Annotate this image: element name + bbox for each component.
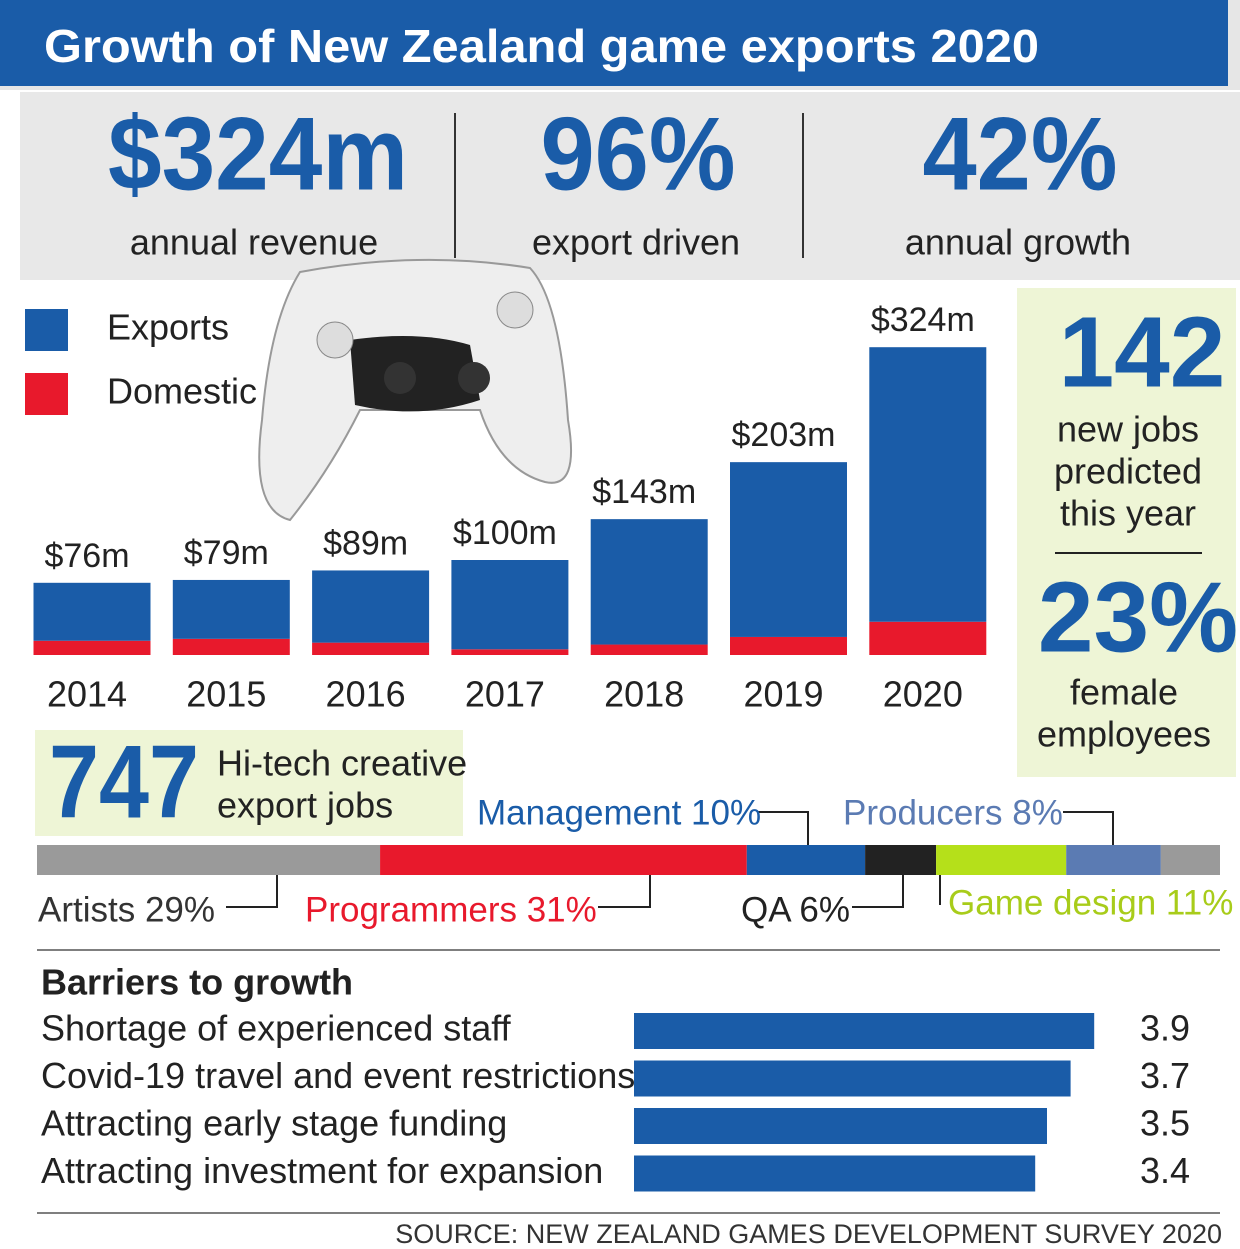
share-label: Producers 8%	[843, 793, 1063, 832]
share-label: QA 6%	[741, 890, 850, 929]
buttons	[496, 291, 534, 329]
share-segment	[746, 845, 866, 875]
bar-segment	[33, 640, 151, 655]
chart-title: Barriers to growth	[41, 962, 353, 1003]
bar-segment	[451, 560, 569, 650]
source: SOURCE: NEW ZEALAND GAMES DEVELOPMENT SU…	[395, 1219, 1222, 1249]
value-label: 3.7	[1140, 1055, 1190, 1096]
jobs-value: 747	[49, 724, 199, 840]
x-tick-label: 2015	[186, 674, 266, 715]
share-label: Management 10%	[477, 793, 761, 832]
share-segment	[1160, 845, 1220, 875]
bar	[634, 1060, 1071, 1097]
stats-band	[20, 92, 1240, 280]
controller	[258, 258, 572, 522]
total-label: $324m	[871, 301, 975, 339]
total-label: $100m	[453, 514, 557, 552]
bar-segment	[590, 644, 708, 655]
side-stat-label: predicted	[1054, 451, 1202, 492]
share-label: Programmers 31%	[305, 890, 597, 929]
legend-swatch	[25, 373, 68, 415]
share-label: Game design 11%	[948, 883, 1233, 922]
stat-label: annual revenue	[130, 222, 378, 263]
category-label: Shortage of experienced staff	[41, 1008, 512, 1049]
side-stat-label: this year	[1060, 493, 1196, 534]
bar-segment	[730, 462, 847, 637]
leaders	[226, 811, 1114, 908]
share-segment	[37, 845, 381, 875]
x-tick-label: 2014	[47, 674, 127, 715]
bar-segment	[312, 570, 430, 643]
bar	[634, 1108, 1047, 1144]
bar-segment	[869, 621, 987, 655]
x-tick-label: 2016	[326, 674, 406, 715]
value-label: 3.4	[1140, 1150, 1190, 1191]
legend-label: Domestic	[107, 371, 257, 412]
bar-segment	[590, 519, 708, 645]
stick	[458, 362, 490, 394]
category-label: Attracting investment for expansion	[41, 1150, 603, 1191]
bar-segment	[172, 579, 290, 639]
total-label: $203m	[732, 416, 836, 454]
share-segment	[1066, 845, 1161, 875]
total-label: $143m	[592, 473, 696, 511]
leader	[598, 866, 651, 908]
side-stat-value: 23%	[1038, 561, 1238, 673]
x-tick-label: 2018	[604, 674, 684, 715]
x-tick-label: 2019	[743, 674, 823, 715]
x-tick-label: 2017	[465, 674, 545, 715]
jobs-label: Hi-tech creative	[217, 743, 467, 784]
total-label: $76m	[44, 537, 129, 575]
leader	[757, 811, 809, 855]
share-segment	[865, 845, 937, 875]
side-stat-label: new jobs	[1057, 409, 1199, 450]
bar-segment	[869, 347, 987, 622]
bar-segment	[451, 649, 569, 655]
leader	[226, 866, 278, 908]
stat-label: annual growth	[905, 222, 1131, 263]
bar-segment	[172, 638, 290, 655]
x-tick-label: 2020	[883, 674, 963, 715]
side-panel	[1017, 288, 1236, 777]
stat-value: 42%	[923, 96, 1118, 212]
side-stat-value: 142	[1059, 296, 1226, 408]
legend-label: Exports	[107, 307, 229, 348]
share-segment	[380, 845, 747, 875]
side-stat-label: employees	[1037, 714, 1211, 755]
value-label: 3.5	[1140, 1103, 1190, 1144]
stat-value: $324m	[108, 96, 408, 212]
bar	[634, 1155, 1036, 1192]
stat-label: export driven	[532, 222, 740, 263]
total-label: $79m	[184, 534, 269, 572]
leader	[852, 866, 904, 908]
category-label: Attracting early stage funding	[41, 1103, 507, 1144]
jobs-label: export jobs	[217, 785, 393, 826]
share-segment	[936, 845, 1067, 875]
bar-segment	[33, 582, 151, 641]
jobs-panel	[35, 730, 463, 836]
stat-value: 96%	[541, 96, 736, 212]
value-label: 3.9	[1140, 1008, 1190, 1049]
dpad	[316, 321, 354, 359]
bar-segment	[730, 636, 847, 655]
stick	[384, 362, 416, 394]
category-label: Covid-19 travel and event restrictions	[41, 1055, 635, 1096]
bar-segment	[312, 642, 430, 655]
title-bar	[0, 0, 1228, 86]
share-label: Artists 29%	[38, 890, 215, 929]
title: Growth of New Zealand game exports 2020	[44, 20, 1039, 72]
leader	[1063, 811, 1114, 855]
side-stat-label: female	[1070, 672, 1178, 713]
legend-swatch	[25, 309, 68, 351]
bar	[634, 1013, 1095, 1049]
total-label: $89m	[323, 524, 408, 562]
